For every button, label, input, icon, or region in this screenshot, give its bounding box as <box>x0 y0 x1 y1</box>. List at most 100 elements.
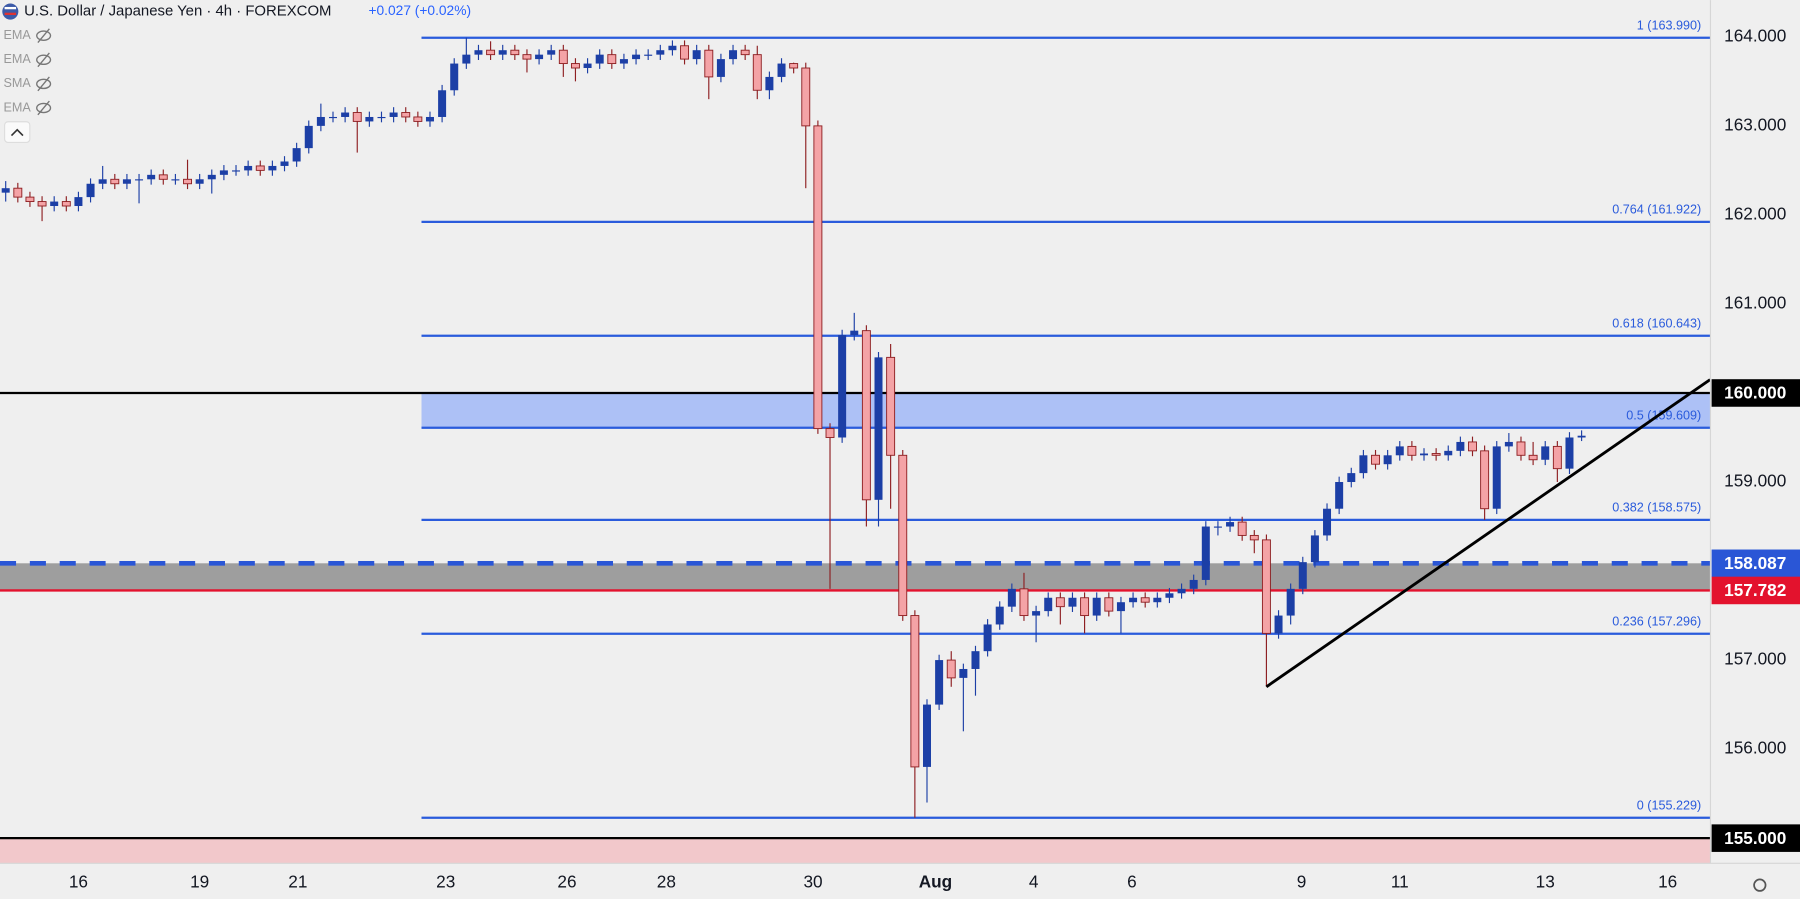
candle-body <box>462 54 471 64</box>
settings-button[interactable] <box>1753 878 1767 892</box>
indicator-list: EMA EMA SMA EMA <box>3 28 52 116</box>
candle-body <box>1431 453 1441 456</box>
collapse-button[interactable] <box>4 121 31 143</box>
x-tick-label: Aug <box>919 871 952 891</box>
candle-body <box>352 112 362 122</box>
candle-body <box>1153 597 1162 603</box>
candle-body <box>1 188 10 193</box>
candle-body <box>219 170 228 175</box>
y-tick-label: 164.000 <box>1724 25 1786 45</box>
candle-body <box>729 50 738 60</box>
candle-body <box>777 63 786 77</box>
candle-body <box>1165 593 1174 598</box>
candle-body <box>1468 441 1477 452</box>
symbol-icon <box>4 6 17 10</box>
candle-body <box>425 116 434 122</box>
candle-body <box>474 50 483 55</box>
candle-body <box>692 50 701 60</box>
x-tick-label: 16 <box>1658 871 1677 891</box>
candle-body <box>25 196 35 203</box>
axes: 155.000156.000157.000158.000159.000160.0… <box>69 25 1800 891</box>
candle-body <box>1395 446 1404 456</box>
visibility-icon[interactable] <box>36 54 52 66</box>
candle-body <box>861 330 871 501</box>
candle-body <box>61 201 71 207</box>
candle-body <box>813 125 823 430</box>
candle-body <box>1032 611 1041 616</box>
candle-body <box>1577 435 1586 438</box>
visibility-icon[interactable] <box>36 30 52 41</box>
x-tick-label: 11 <box>1391 871 1409 891</box>
visibility-icon[interactable] <box>36 102 52 114</box>
fib-label: 1 (163.990) <box>1637 19 1702 33</box>
candle-body <box>1480 450 1490 510</box>
price-tag-label: 155.000 <box>1724 828 1786 848</box>
candle-body <box>1383 455 1392 465</box>
candle-body <box>1335 482 1344 509</box>
candle-body <box>207 174 216 180</box>
zone <box>0 563 1711 591</box>
candle-body <box>558 49 568 65</box>
candle-body <box>438 90 447 117</box>
candle-body <box>486 49 496 56</box>
x-tick-label: 13 <box>1536 871 1555 891</box>
candle-body <box>1237 521 1247 536</box>
candle-body <box>765 76 774 91</box>
x-tick-label: 19 <box>190 871 209 891</box>
candle-body <box>450 63 459 91</box>
y-tick-label: 156.000 <box>1724 738 1786 758</box>
candle-body <box>946 659 956 679</box>
candle-body <box>171 179 180 181</box>
candle-body <box>801 67 811 127</box>
candle-body <box>850 330 859 336</box>
candle-body <box>874 357 883 500</box>
candle-body <box>668 45 677 51</box>
candle-body <box>547 50 556 55</box>
candle-body <box>413 116 423 122</box>
candle-body <box>1177 588 1186 594</box>
candle-body <box>838 335 847 438</box>
candle-body <box>1359 455 1368 474</box>
price-tag <box>1711 549 1800 578</box>
candle-body <box>971 651 980 669</box>
y-tick-label: 157.000 <box>1724 649 1786 669</box>
candle-body <box>535 54 544 60</box>
candle-body <box>328 116 338 119</box>
price-tag <box>1711 576 1800 605</box>
x-tick-label: 4 <box>1029 871 1039 891</box>
indicator-label: EMA <box>3 52 31 66</box>
candle-body <box>825 428 835 438</box>
candle-body <box>304 125 313 149</box>
candle-body <box>1226 522 1235 527</box>
candle-body <box>740 49 750 56</box>
candle-body <box>1565 437 1574 469</box>
price-tag-label: 160.000 <box>1724 383 1786 403</box>
candle-body <box>1444 450 1453 456</box>
candle-body <box>135 179 144 181</box>
x-tick-label: 9 <box>1297 871 1307 891</box>
fib-label: 0.382 (158.575) <box>1612 501 1701 515</box>
candle-body <box>1201 526 1210 580</box>
candle-body <box>1541 446 1550 460</box>
visibility-icon <box>37 52 50 68</box>
candle-body <box>716 59 725 77</box>
fib-label: 0.618 (160.643) <box>1612 317 1701 331</box>
candle-body <box>110 178 120 185</box>
zone <box>0 838 1711 864</box>
indicator-label: SMA <box>3 76 31 90</box>
candle-body <box>886 356 896 456</box>
price-tag <box>1711 379 1800 407</box>
candle-body <box>158 174 168 180</box>
visibility-icon[interactable] <box>36 78 52 90</box>
price-tag <box>1711 824 1800 852</box>
candle-body <box>183 178 192 185</box>
candle-body <box>1140 597 1150 603</box>
symbol-icon <box>4 12 17 15</box>
candle-body <box>389 112 398 117</box>
candle-body <box>632 54 641 60</box>
candle-body <box>74 197 83 207</box>
y-tick-label: 163.000 <box>1724 114 1786 134</box>
indicator-label: EMA <box>3 100 31 114</box>
collapse-icon <box>10 128 24 137</box>
